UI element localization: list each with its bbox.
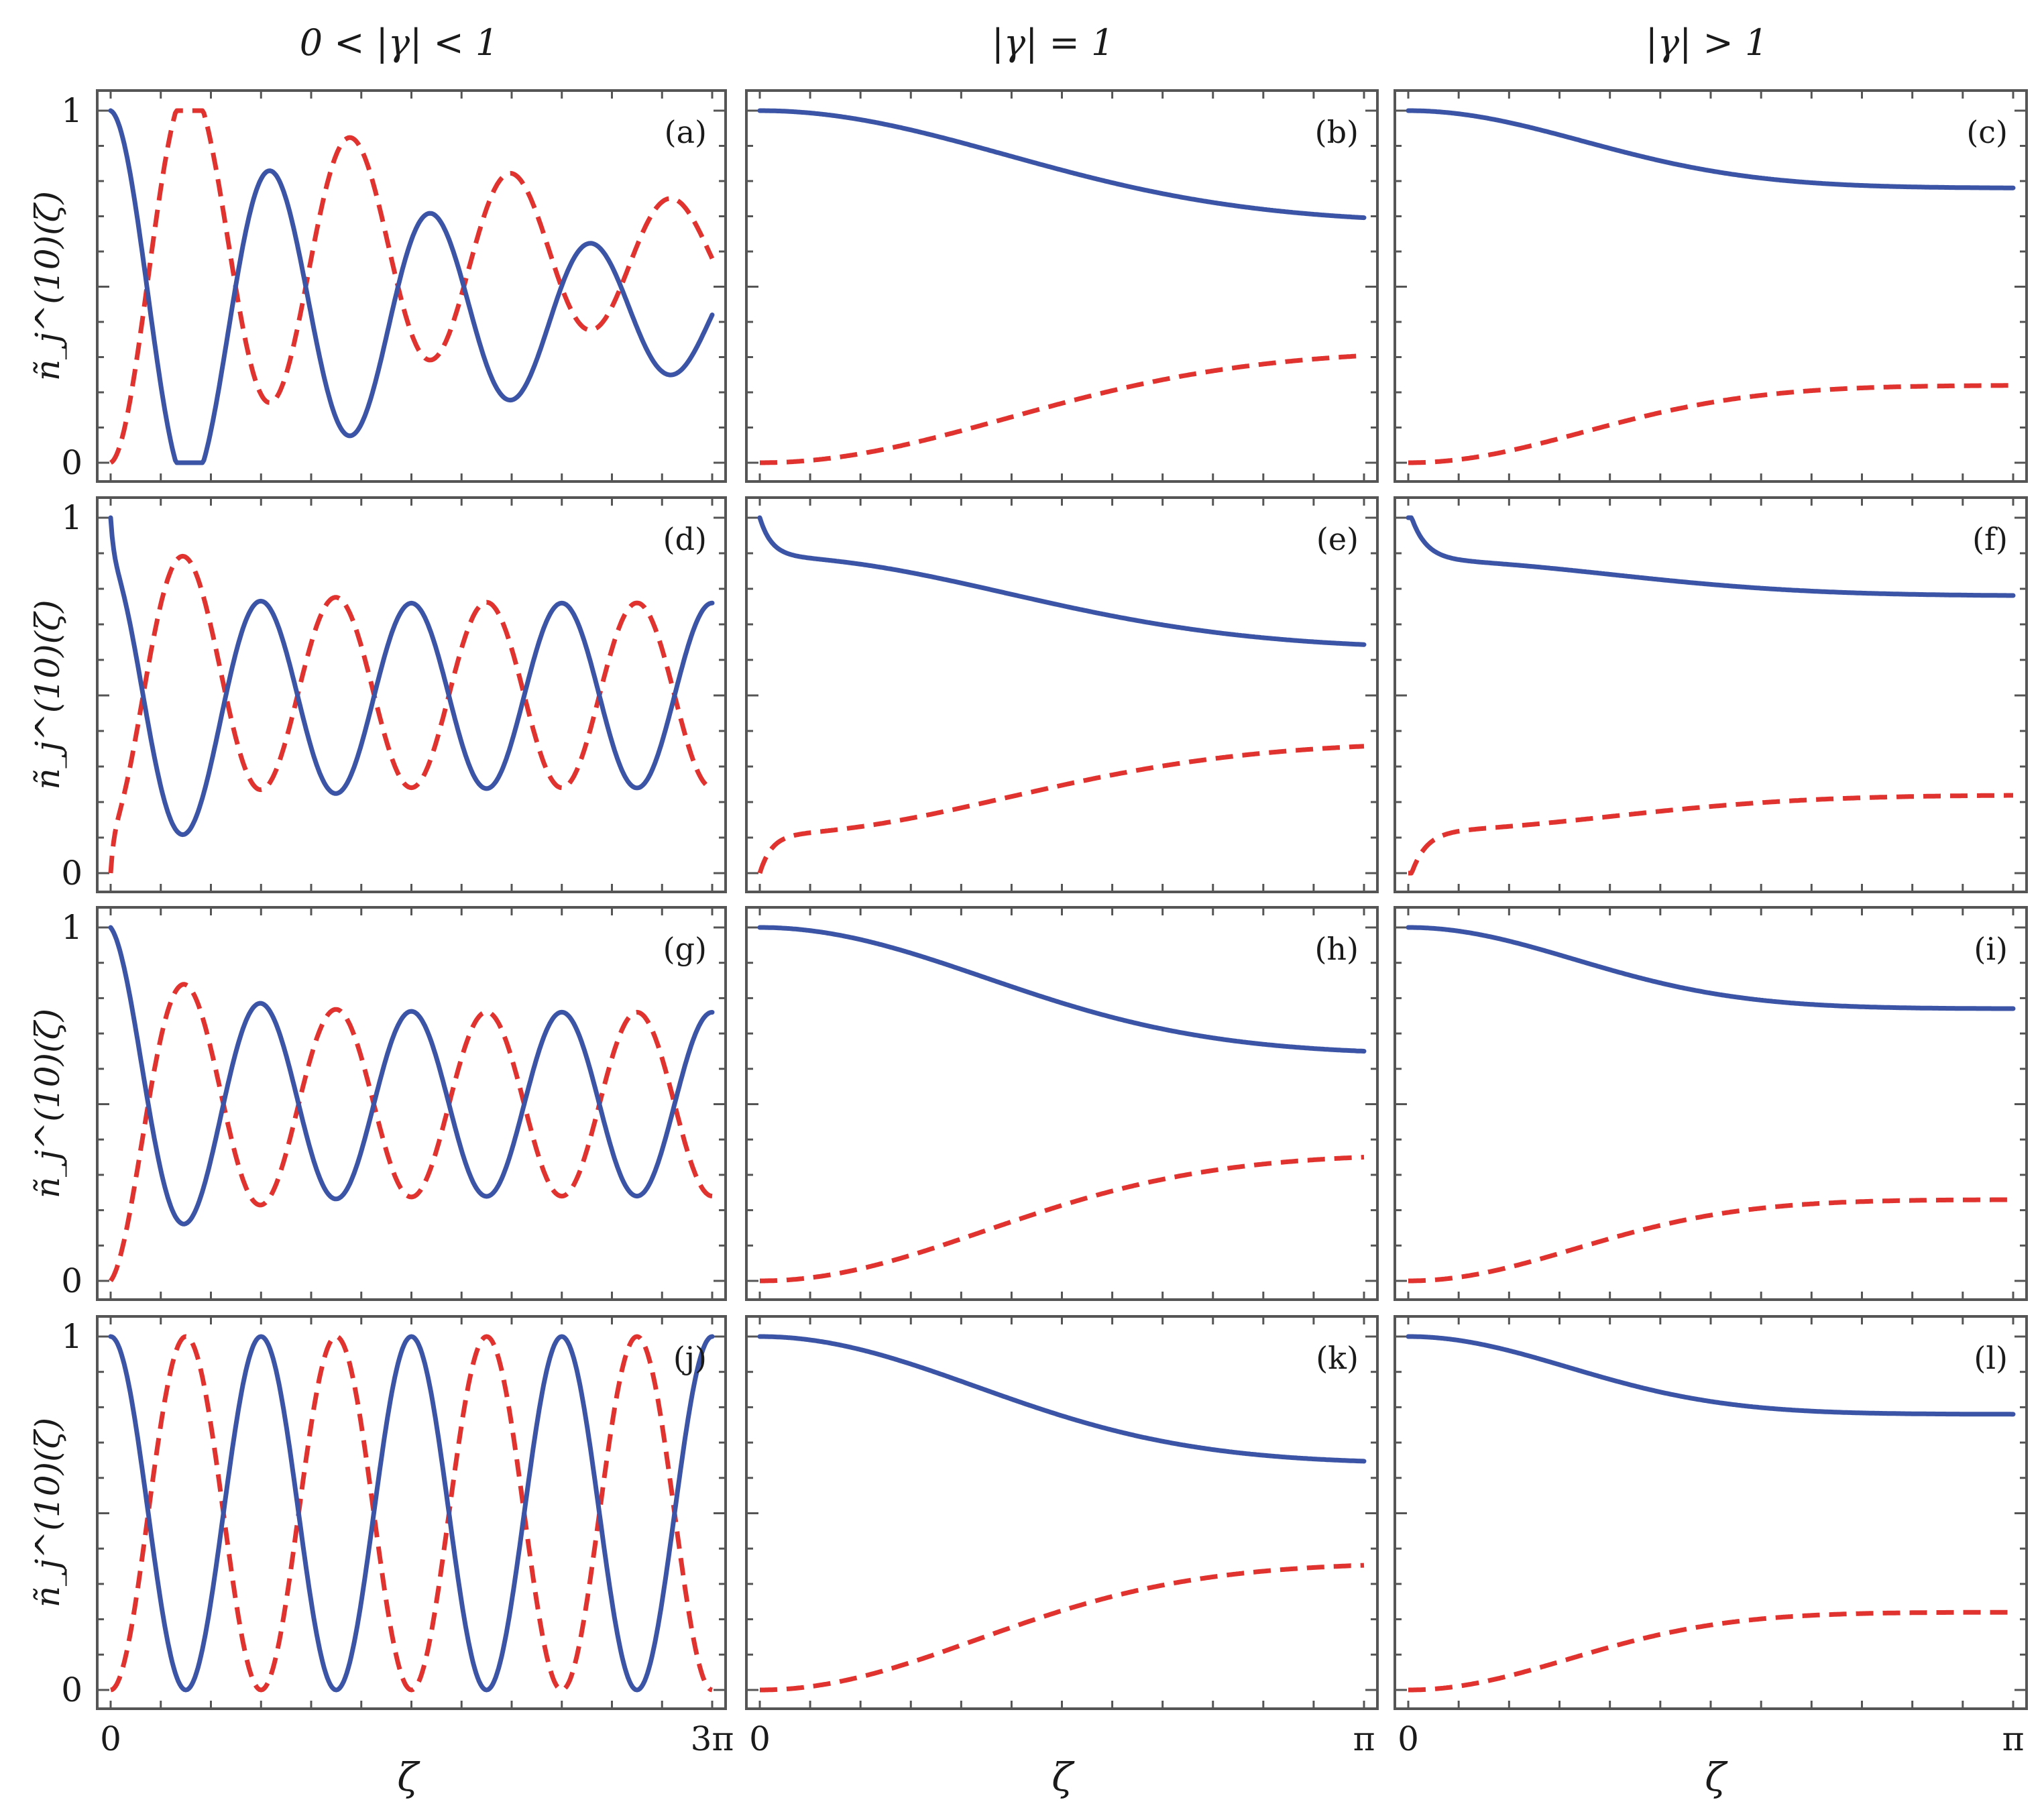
series-dashed — [109, 1334, 714, 1693]
panel-frame — [96, 1315, 727, 1710]
series-solid — [108, 925, 715, 1227]
panel-label: (g) — [663, 931, 707, 967]
series-solid — [757, 925, 1367, 1054]
series-dashed — [757, 744, 1365, 874]
column-title-2: |γ| > 1 — [1646, 21, 1768, 64]
series-solid — [757, 108, 1367, 221]
series-solid — [757, 1334, 1367, 1464]
panel-l: (l) 0 π — [1394, 1315, 2028, 1758]
panels: (a) 1 0 ñ_j^(10)(ζ) (b) (c) (d) 1 0 ñ_j^(10)(ζ) (e… — [28, 89, 2028, 1758]
series-dashed — [1407, 1609, 2014, 1693]
panel-frame — [96, 89, 727, 483]
series-dashed — [1407, 793, 2014, 876]
panel-label: (b) — [1315, 114, 1359, 150]
series-solid — [1406, 108, 2016, 190]
panel-frame — [1394, 496, 2028, 893]
panel-label: (c) — [1966, 114, 2008, 150]
panel-c: (c) — [1394, 89, 2028, 483]
x-axis-labels: ζ ζ ζ — [397, 1754, 1728, 1800]
y-tick-label-1: 1 — [61, 1317, 82, 1356]
x-axis-label-0: ζ — [397, 1754, 420, 1800]
panel-k: (k) 0 π — [745, 1315, 1379, 1758]
series-dashed — [108, 553, 714, 874]
panel-label: (d) — [663, 521, 707, 557]
panel-frame — [1394, 1315, 2028, 1710]
panel-label: (i) — [1974, 931, 2008, 967]
y-tick-label-1: 1 — [61, 91, 82, 130]
y-axis-label: ñ_j^(10)(ζ) — [28, 600, 67, 789]
series-solid — [108, 1334, 715, 1693]
panel-label: (h) — [1314, 931, 1359, 967]
x-tick-label-end: π — [1353, 1719, 1375, 1758]
series-dashed — [1407, 383, 2014, 465]
panel-frame — [96, 906, 727, 1301]
y-tick-label-0: 0 — [61, 443, 82, 482]
panel-frame — [745, 496, 1379, 893]
panel-f: (f) — [1394, 496, 2028, 893]
series-dashed — [1407, 1197, 2014, 1284]
y-axis-label: ñ_j^(10)(ζ) — [28, 1418, 67, 1607]
panel-frame — [1394, 906, 2028, 1301]
y-tick-label-1: 1 — [61, 908, 82, 947]
x-tick-label-end: π — [2002, 1719, 2025, 1758]
series-solid — [757, 515, 1367, 647]
panel-frame — [745, 89, 1379, 483]
panel-d: (d) 1 0 ñ_j^(10)(ζ) — [28, 496, 727, 893]
x-tick-label-start: 0 — [749, 1719, 771, 1758]
panel-a: (a) 1 0 ñ_j^(10)(ζ) — [28, 89, 727, 483]
column-titles: 0 < |γ| < 1 |γ| = 1 |γ| > 1 — [300, 21, 1768, 64]
panel-label: (e) — [1316, 521, 1359, 557]
series-solid — [1406, 515, 2016, 598]
series-dashed — [758, 1155, 1365, 1284]
panel-h: (h) — [745, 906, 1379, 1301]
panel-frame — [96, 496, 727, 893]
series-solid — [108, 515, 715, 838]
panel-b: (b) — [745, 89, 1379, 483]
series-dashed — [758, 1563, 1365, 1693]
panel-label: (f) — [1972, 521, 2008, 557]
panel-frame — [745, 906, 1379, 1301]
y-tick-label-0: 0 — [61, 1261, 82, 1300]
x-axis-label-1: ζ — [1052, 1754, 1075, 1800]
panel-frame — [745, 1315, 1379, 1710]
panel-j: (j) 1 0 ñ_j^(10)(ζ) 0 3π — [28, 1315, 734, 1758]
panel-label: (j) — [673, 1340, 707, 1376]
panel-label: (a) — [665, 114, 707, 150]
y-tick-label-0: 0 — [61, 854, 82, 893]
series-dashed — [109, 108, 715, 465]
series-solid — [1406, 925, 2016, 1011]
y-tick-label-0: 0 — [61, 1671, 82, 1709]
panel-label: (l) — [1974, 1340, 2008, 1376]
series-dashed — [109, 982, 714, 1282]
x-tick-label-start: 0 — [100, 1719, 121, 1758]
panel-i: (i) — [1394, 906, 2028, 1301]
panel-frame — [1394, 89, 2028, 483]
panel-label: (k) — [1316, 1340, 1359, 1376]
y-axis-label: ñ_j^(10)(ζ) — [28, 191, 67, 381]
y-axis-label: ñ_j^(10)(ζ) — [28, 1009, 67, 1198]
y-tick-label-1: 1 — [61, 498, 82, 537]
panel-e: (e) — [745, 496, 1379, 893]
x-tick-label-start: 0 — [1398, 1719, 1419, 1758]
series-solid — [1406, 1334, 2016, 1417]
series-dashed — [758, 353, 1365, 465]
series-solid — [108, 108, 715, 465]
panel-g: (g) 1 0 ñ_j^(10)(ζ) — [28, 906, 727, 1301]
column-title-0: 0 < |γ| < 1 — [300, 21, 499, 64]
x-axis-label-2: ζ — [1705, 1754, 1728, 1800]
x-tick-label-end: 3π — [691, 1719, 734, 1758]
column-title-1: |γ| = 1 — [992, 21, 1115, 64]
